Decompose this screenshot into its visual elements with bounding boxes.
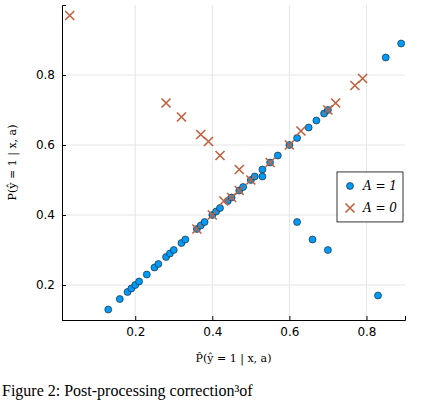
tick-label: 0.4 bbox=[36, 208, 55, 222]
point bbox=[170, 247, 177, 254]
legend: A = 1 A = 0 bbox=[337, 172, 403, 222]
y-axis: 0.2 0.4 0.6 0.8 bbox=[36, 6, 66, 321]
point bbox=[177, 113, 186, 122]
point bbox=[266, 158, 275, 167]
tick-mark bbox=[62, 75, 66, 76]
tick-label: 0.6 bbox=[36, 138, 55, 152]
point bbox=[294, 219, 301, 226]
tick: 0.4 bbox=[203, 316, 222, 339]
grid bbox=[62, 5, 405, 320]
grid-line bbox=[62, 145, 405, 146]
y-axis-label: P(ŷ = 1 | x, a) bbox=[6, 125, 20, 201]
legend-marker bbox=[347, 182, 354, 189]
tick: 0.8 bbox=[36, 68, 66, 82]
tick-mark bbox=[62, 145, 66, 146]
legend-marker bbox=[346, 203, 355, 212]
point bbox=[246, 176, 255, 185]
tick: 0.6 bbox=[36, 138, 66, 152]
point bbox=[201, 219, 208, 226]
tick-mark bbox=[366, 316, 367, 320]
grid-line bbox=[289, 5, 290, 320]
point bbox=[65, 11, 74, 20]
tick-label: 0.8 bbox=[357, 325, 376, 339]
tick: 0.6 bbox=[280, 316, 299, 339]
point bbox=[143, 271, 150, 278]
tick-label: 0.8 bbox=[36, 68, 55, 82]
point bbox=[228, 194, 235, 201]
points bbox=[65, 11, 404, 313]
point bbox=[116, 296, 123, 303]
point bbox=[286, 142, 293, 149]
axis-line bbox=[63, 316, 406, 321]
grid-line bbox=[62, 75, 405, 76]
point bbox=[204, 137, 213, 146]
point bbox=[136, 278, 143, 285]
point bbox=[235, 186, 244, 195]
point bbox=[358, 74, 367, 83]
tick-mark bbox=[289, 316, 290, 320]
tick: 0.2 bbox=[126, 316, 145, 339]
point bbox=[375, 292, 382, 299]
tick: 0.4 bbox=[36, 208, 66, 222]
point bbox=[398, 40, 405, 47]
point bbox=[155, 261, 162, 268]
point bbox=[324, 247, 331, 254]
legend-label: A = 1 bbox=[362, 179, 397, 193]
legend-box bbox=[337, 172, 403, 222]
grid-line bbox=[135, 5, 136, 320]
caption: Figure 2: Post-processing correction³of bbox=[2, 382, 253, 400]
point bbox=[309, 236, 316, 243]
point bbox=[274, 152, 281, 159]
point bbox=[382, 54, 389, 61]
point bbox=[267, 159, 274, 166]
point bbox=[192, 225, 201, 234]
x-axis-label: P̂(ŷ = 1 | x, a) bbox=[196, 352, 272, 366]
grid-line bbox=[62, 285, 405, 286]
tick-mark bbox=[62, 285, 66, 286]
axis-line bbox=[63, 6, 67, 321]
point bbox=[324, 107, 331, 114]
point bbox=[235, 165, 244, 174]
point bbox=[285, 141, 294, 150]
tick-mark bbox=[62, 215, 66, 216]
chart: 0.2 0.4 0.6 0.8 0.2 0.4 0.6 0.8 P̂(ŷ = 1 | x, a)… bbox=[0, 0, 442, 402]
point bbox=[208, 211, 217, 220]
grid-line bbox=[212, 5, 213, 320]
tick-label: 0.4 bbox=[203, 325, 222, 339]
point bbox=[182, 236, 189, 243]
point bbox=[105, 306, 112, 313]
tick: 0.2 bbox=[36, 278, 66, 292]
point bbox=[259, 166, 266, 173]
point bbox=[162, 99, 171, 108]
x-axis: 0.2 0.4 0.6 0.8 bbox=[63, 316, 406, 339]
point bbox=[259, 173, 266, 180]
tick-label: 0.6 bbox=[280, 325, 299, 339]
legend-label: A = 0 bbox=[362, 201, 397, 215]
tick-label: 0.2 bbox=[126, 325, 145, 339]
tick-mark bbox=[212, 316, 213, 320]
point bbox=[313, 117, 320, 124]
point bbox=[296, 127, 305, 136]
tick-label: 0.2 bbox=[36, 278, 55, 292]
point bbox=[305, 124, 312, 131]
point bbox=[331, 99, 340, 108]
grid-line bbox=[366, 5, 367, 320]
tick: 0.8 bbox=[357, 316, 376, 339]
tick-mark bbox=[135, 316, 136, 320]
point bbox=[216, 151, 225, 160]
